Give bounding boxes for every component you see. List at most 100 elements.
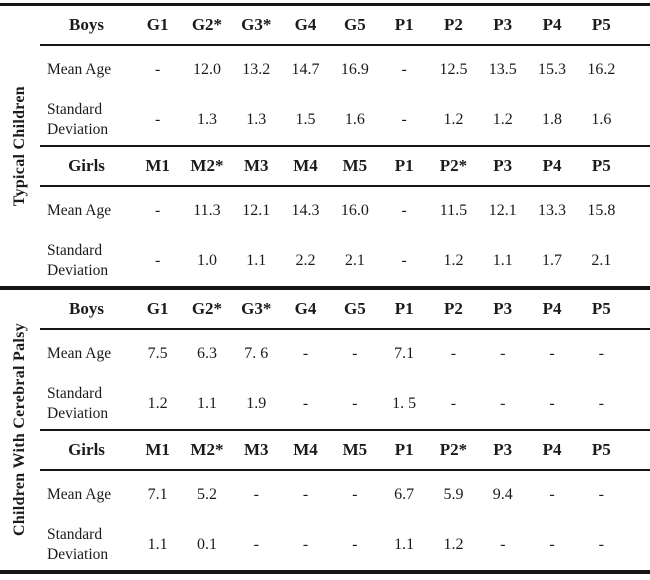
value-cell: 1.1 xyxy=(246,251,267,269)
table-row: Standard Deviation 1.2 1.1 1.9 - - 1. 5 - - - - xyxy=(40,378,650,429)
value-cell: 15.3 xyxy=(538,61,567,78)
header-row: Boys G1 G2* G3* G4 G5 P1 P2 P3 P4 P5 xyxy=(40,290,650,330)
value-cell: - xyxy=(598,535,604,553)
value-cell: 16.0 xyxy=(340,202,369,219)
section-typical-children: Typical Children Boys G1 G2* G3* G4 G5 P1 P2 P3 P4… xyxy=(0,3,650,286)
column-header-cell: G3* xyxy=(241,15,272,34)
column-header-cell: M2* xyxy=(190,440,224,459)
value-cell: - xyxy=(154,251,161,269)
column-header-cell: M4 xyxy=(293,156,318,175)
value-cell: 7.5 xyxy=(147,345,168,362)
column-header-cell: P1 xyxy=(394,156,414,175)
row-label-line: Mean Age xyxy=(47,486,112,504)
column-header-cell: G1 xyxy=(146,299,169,318)
value-cell: 7. 6 xyxy=(244,345,269,362)
column-header-cell: G4 xyxy=(294,299,317,318)
value-cell: 6.3 xyxy=(196,345,217,362)
value-cell: 1.8 xyxy=(542,110,563,128)
value-cell: 6.7 xyxy=(394,486,415,503)
column-header-cell: P1 xyxy=(394,15,414,34)
value-cell: 16.2 xyxy=(587,61,616,78)
column-header-cell: P2* xyxy=(439,440,468,459)
value-cell: - xyxy=(500,535,506,553)
gender-header-cell: Boys xyxy=(69,15,104,34)
column-header-cell: P5 xyxy=(591,156,611,175)
value-cell: 7.1 xyxy=(147,486,168,503)
value-cell: - xyxy=(549,394,555,412)
gender-header-cell: Boys xyxy=(69,299,104,318)
column-header-cell: G5 xyxy=(343,299,366,318)
value-cell: 5.2 xyxy=(196,486,217,503)
value-cell: 1.2 xyxy=(147,394,168,412)
row-label: Mean Age xyxy=(40,344,133,363)
column-header-cell: P3 xyxy=(493,15,513,34)
column-header-cell: M1 xyxy=(145,156,170,175)
value-cell: 1.9 xyxy=(246,394,267,412)
row-label-line: Deviation xyxy=(47,545,109,563)
column-header-cell: M3 xyxy=(243,156,269,175)
column-header-cell: P5 xyxy=(591,299,611,318)
value-cell: 12.0 xyxy=(192,61,221,78)
value-cell: 14.3 xyxy=(291,202,320,219)
column-header-cell: M2* xyxy=(190,156,224,175)
column-header-cell: G3* xyxy=(241,299,272,318)
gender-block-girls: Girls M1 M2* M3 M4 M5 P1 P2* P3 P4 P5 Mean Age 7.1 5.… xyxy=(40,431,650,570)
row-label: Mean Age xyxy=(40,201,133,220)
value-cell: - xyxy=(154,202,161,219)
column-header-cell: P2 xyxy=(444,15,463,34)
value-cell: - xyxy=(302,535,309,553)
value-cell: 16.9 xyxy=(340,61,369,78)
value-cell: - xyxy=(302,394,309,412)
column-header-cell: M3 xyxy=(243,440,269,459)
value-cell: 13.5 xyxy=(488,61,517,78)
header-row: Girls M1 M2* M3 M4 M5 P1 P2* P3 P4 P5 xyxy=(40,147,650,187)
value-cell: 1.2 xyxy=(443,535,464,553)
value-cell: - xyxy=(549,486,555,503)
value-cell: 13.2 xyxy=(242,61,271,78)
value-cell: 1.1 xyxy=(394,535,415,553)
column-header-cell: P3 xyxy=(493,156,513,175)
value-cell: - xyxy=(401,202,407,219)
column-header-cell: P2* xyxy=(439,156,468,175)
value-cell: 11.3 xyxy=(193,202,221,219)
value-cell: - xyxy=(450,345,457,362)
column-header-cell: P5 xyxy=(591,440,611,459)
value-cell: 13.3 xyxy=(538,202,567,219)
value-cell: - xyxy=(401,61,407,78)
value-cell: - xyxy=(450,394,457,412)
value-cell: 1.1 xyxy=(147,535,168,553)
value-cell: 2.1 xyxy=(344,251,365,269)
row-label-line: Standard xyxy=(47,101,103,119)
value-cell: - xyxy=(598,394,604,412)
column-header-cell: P4 xyxy=(542,15,562,34)
section-children-with-cerebral-palsy: Children With Cerebral Palsy Boys G1 G2* G3*… xyxy=(0,286,650,574)
side-label: Typical Children xyxy=(11,85,28,207)
row-label-line: Mean Age xyxy=(47,202,112,220)
value-cell: - xyxy=(352,535,358,553)
row-label: Standard Deviation xyxy=(40,100,133,139)
gender-header-cell: Girls xyxy=(68,440,105,459)
header-row: Boys G1 G2* G3* G4 G5 P1 P2 P3 P4 P5 xyxy=(40,6,650,46)
column-header-cell: M1 xyxy=(145,440,170,459)
column-header-cell: P4 xyxy=(542,156,562,175)
value-cell: - xyxy=(401,251,407,269)
value-cell: 1.2 xyxy=(443,110,464,128)
value-cell: 11.5 xyxy=(439,202,468,219)
value-cell: 5.9 xyxy=(443,486,464,503)
side-label-column: Children With Cerebral Palsy xyxy=(0,290,40,570)
value-cell: 1.2 xyxy=(443,251,464,269)
value-cell: 1.1 xyxy=(196,394,217,412)
value-cell: - xyxy=(302,486,309,503)
value-cell: 1.7 xyxy=(542,251,563,269)
value-cell: 12.5 xyxy=(439,61,468,78)
value-cell: - xyxy=(154,110,161,128)
value-cell: 1.1 xyxy=(492,251,513,269)
row-label-line: Mean Age xyxy=(47,61,112,79)
column-header-cell: M5 xyxy=(342,440,368,459)
header-row: Girls M1 M2* M3 M4 M5 P1 P2* P3 P4 P5 xyxy=(40,431,650,471)
value-cell: 15.8 xyxy=(587,202,616,219)
table-content: Boys G1 G2* G3* G4 G5 P1 P2 P3 P4 P5 Mean Age - 12.0 1… xyxy=(40,6,650,286)
gender-block-boys: Boys G1 G2* G3* G4 G5 P1 P2 P3 P4 P5 Mean Age 7.5 6.3… xyxy=(40,290,650,431)
value-cell: - xyxy=(549,535,555,553)
